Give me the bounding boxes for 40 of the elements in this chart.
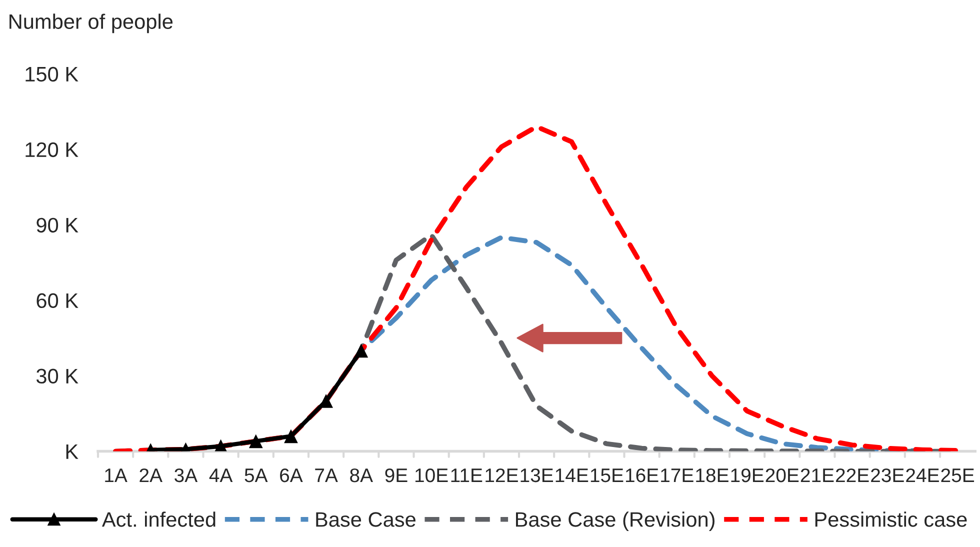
x-tick-label: 2A	[140, 468, 162, 482]
x-tick-label: 18E	[696, 468, 728, 482]
x-tick-label: 25E	[941, 468, 974, 482]
y-tick-label: 30 K	[36, 368, 78, 384]
x-tick-label: 20E	[766, 468, 799, 482]
legend-label: Pessimistic case	[815, 512, 967, 527]
y-tick-label: 90 K	[36, 218, 78, 233]
y-tick-label: 150 K	[26, 66, 78, 82]
y-tick-label: K	[66, 444, 78, 459]
x-tick-label: 16E	[626, 468, 658, 482]
x-tick-label: 24E	[906, 468, 939, 482]
x-tick-label: 11E	[451, 468, 482, 482]
x-tick-label: 19E	[731, 468, 764, 482]
x-tick-label: 14E	[556, 468, 588, 482]
x-tick-label: 22E	[836, 468, 869, 482]
y-axis-title: Number of people	[10, 14, 173, 34]
x-tick-label: 4A	[209, 468, 233, 482]
line-series	[113, 124, 960, 452]
point	[284, 429, 298, 444]
x-tick-label: 5A	[244, 468, 268, 482]
x-tick-label: 1A	[105, 468, 128, 482]
x-tick-label: 17E	[661, 468, 694, 482]
x-tick-label: 8A	[350, 468, 373, 482]
x-tick-label: 7A	[315, 468, 338, 482]
x-tick-label: 15E	[590, 468, 624, 482]
legend-label: Base Case (Revision)	[516, 512, 714, 531]
x-tick-label: 23E	[871, 468, 904, 482]
x-tick-label: 3A	[174, 468, 198, 482]
legend-label: Base Case	[316, 512, 416, 527]
y-tick-label: 60 K	[36, 293, 78, 308]
x-tick-label: 10E	[415, 468, 448, 482]
x-tick-label: 13E	[520, 468, 554, 482]
legend-label: Act. infected	[102, 512, 216, 527]
point	[248, 434, 263, 448]
x-tick-label: 6A	[280, 468, 303, 482]
point	[354, 344, 368, 358]
y-tick-label: 120 K	[26, 142, 78, 158]
x-tick-label: 21E	[800, 468, 834, 482]
x-tick-label: 12E	[486, 468, 518, 482]
x-tick-label: 9E	[385, 468, 408, 482]
